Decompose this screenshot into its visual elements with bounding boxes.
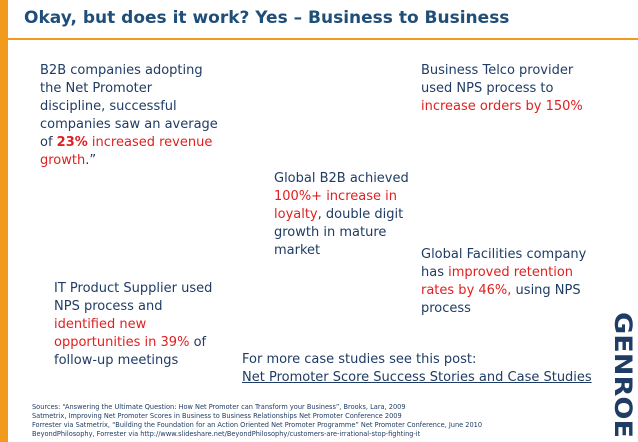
telco-stat: Business Telco provider used NPS process…: [421, 62, 601, 116]
it-supplier-stat: IT Product Supplier used NPS process and…: [54, 280, 224, 370]
b2b-highlight: increased revenue growth: [40, 135, 213, 168]
sources-list: Sources: “Answering the Ultimate Questio…: [32, 403, 592, 439]
b2b-tail: .”: [85, 153, 97, 168]
global-b2b-stat: Global B2B achieved 100%+ increase in lo…: [274, 170, 424, 260]
it-tail: of follow-up meetings: [54, 335, 207, 368]
global-b2b-highlight: 100%+ increase in loyalty: [274, 189, 397, 222]
b2b-percent: 23%: [56, 135, 88, 150]
b2b-lead-text: B2B companies adopting the Net Promoter …: [40, 63, 218, 150]
case-studies-link[interactable]: Net Promoter Score Success Stories and C…: [242, 370, 592, 385]
left-accent-bar: [0, 0, 8, 442]
genroe-logo-text: GENROE: [609, 312, 637, 438]
genroe-logo: GENROE: [607, 312, 637, 438]
facilities-lead-text: Global Facilities company has: [421, 247, 587, 280]
source-line: Forrester via Satmetrix, “Building the F…: [32, 421, 483, 429]
more-case-studies: For more case studies see this post: Net…: [242, 351, 602, 387]
it-highlight: identified new opportunities in 39%: [54, 317, 190, 350]
facilities-highlight: improved retention rates by 46%,: [421, 265, 574, 298]
b2b-growth-stat: B2B companies adopting the Net Promoter …: [40, 62, 220, 170]
more-intro-text: For more case studies see this post:: [242, 352, 477, 367]
it-lead-text: IT Product Supplier used NPS process and: [54, 281, 213, 314]
slide-title: Okay, but does it work? Yes – Business t…: [24, 8, 510, 28]
global-b2b-lead-text: Global B2B achieved: [274, 171, 409, 186]
telco-highlight: increase orders by 150%: [421, 99, 583, 114]
source-line: BeyondPhilosophy, Forrester via http://w…: [32, 430, 421, 438]
source-line: Satmetrix, Improving Net Promoter Scores…: [32, 412, 402, 420]
title-divider: [8, 38, 638, 40]
global-b2b-tail: , double digit growth in mature market: [274, 207, 404, 258]
facilities-tail: using NPS process: [421, 283, 581, 316]
source-line: Sources: “Answering the Ultimate Questio…: [32, 403, 406, 411]
facilities-stat: Global Facilities company has improved r…: [421, 246, 601, 318]
telco-lead-text: Business Telco provider used NPS process…: [421, 63, 574, 96]
